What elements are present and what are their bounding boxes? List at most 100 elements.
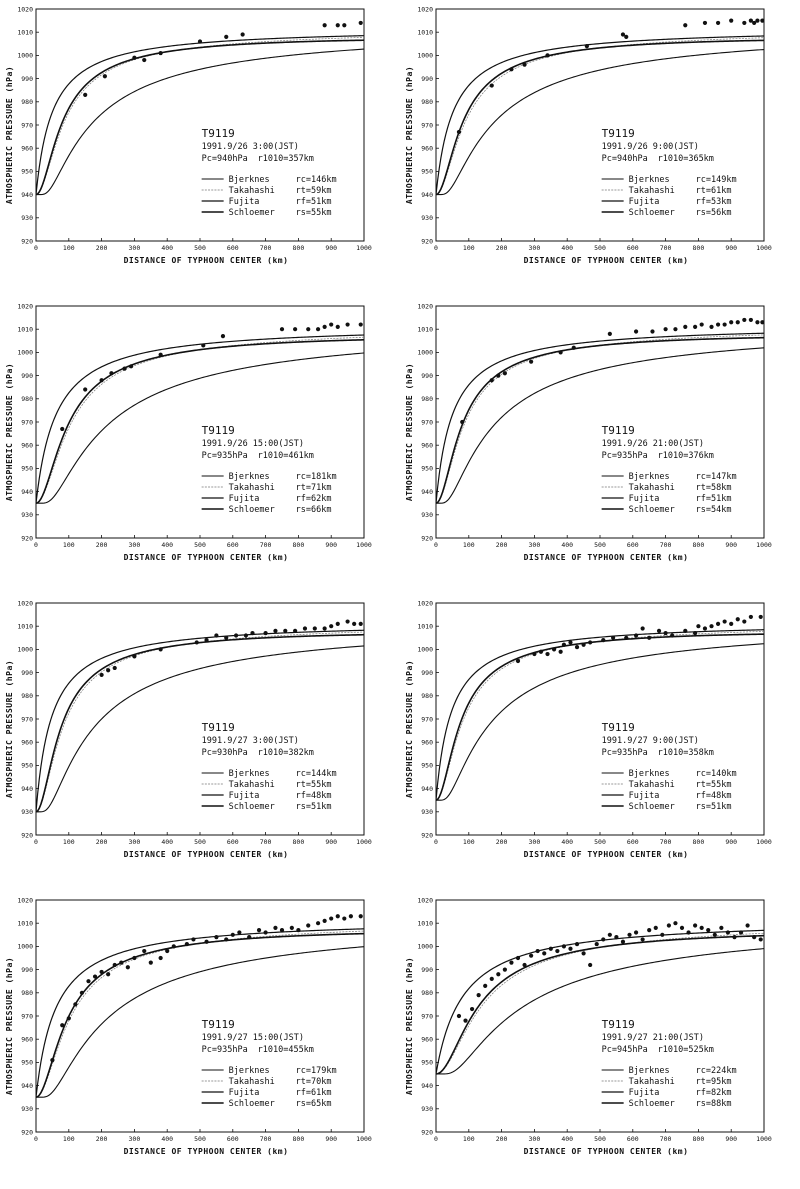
observation-point	[358, 20, 363, 26]
observation-point	[469, 1006, 475, 1012]
observation-point	[742, 20, 747, 26]
x-tick-label: 700	[660, 838, 672, 846]
model-curve-bjerknes	[436, 347, 764, 504]
legend-radius: rc=224km	[696, 1066, 737, 1076]
observation-point	[542, 951, 547, 956]
y-tick-label: 920	[21, 831, 33, 839]
observation-point	[496, 972, 501, 977]
x-tick-label: 900	[725, 1135, 737, 1143]
observation-point	[142, 948, 147, 954]
legend-radius: rs=65km	[296, 1099, 332, 1109]
y-tick-label: 940	[421, 785, 433, 793]
observation-point	[683, 324, 688, 329]
model-curve-schloemer	[436, 39, 764, 196]
model-curve-fujita	[36, 334, 364, 504]
observation-point	[233, 633, 239, 638]
legend-radius: rc=179km	[296, 1066, 337, 1076]
observation-point	[679, 925, 685, 930]
observation-point	[663, 327, 668, 332]
y-tick-label: 930	[421, 214, 433, 222]
plot-area	[36, 20, 364, 196]
legend-label: Takahashi	[229, 186, 275, 196]
observation-point	[463, 1018, 468, 1023]
observation-point	[633, 930, 639, 935]
y-tick-label: 950	[21, 168, 33, 176]
observation-point	[735, 320, 740, 325]
y-tick-label: 970	[421, 121, 433, 129]
model-curve-schloemer	[436, 934, 764, 1075]
legend-radius: rf=51km	[296, 197, 332, 207]
observation-point	[335, 324, 340, 329]
x-tick-label: 700	[660, 1135, 672, 1143]
observation-point	[545, 53, 550, 58]
x-tick-label: 700	[660, 541, 672, 549]
observation-point	[647, 928, 652, 933]
legend-radius: rf=51km	[696, 494, 732, 504]
x-tick-label: 400	[161, 244, 173, 252]
observation-point	[79, 990, 85, 995]
radius-1010: r1010=461km	[258, 451, 314, 461]
y-tick-label: 1010	[17, 326, 33, 334]
legend-label: Bjerknes	[629, 175, 670, 185]
y-tick-label: 1010	[417, 920, 433, 928]
y-tick-label: 940	[21, 488, 33, 496]
model-curve-bjerknes	[36, 352, 364, 504]
x-tick-label: 100	[463, 838, 475, 846]
observation-point	[60, 426, 65, 432]
central-pressure: Pc=940hPa	[602, 154, 648, 164]
x-axis-label: DISTANCE OF TYPHOON CENTER (km)	[524, 1147, 689, 1156]
observation-point	[620, 32, 626, 37]
model-curve-schloemer	[36, 339, 364, 504]
y-tick-label: 980	[421, 692, 433, 700]
legend-radius: rs=55km	[296, 208, 332, 218]
observation-point	[237, 930, 242, 935]
y-tick-label: 1010	[417, 623, 433, 631]
y-tick-label: 1020	[17, 896, 33, 904]
y-axis-label: ATMOSPHERIC PRESSURE (hPa)	[405, 66, 414, 204]
x-tick-label: 1000	[356, 541, 372, 549]
model-curve-schloemer	[36, 39, 364, 196]
observation-point	[663, 631, 668, 636]
legend-label: Bjerknes	[629, 769, 670, 779]
observation-point	[532, 651, 537, 657]
observation-point	[509, 960, 514, 965]
legend-radius: rt=55km	[296, 780, 332, 790]
observation-point	[342, 916, 347, 921]
x-tick-label: 600	[627, 244, 639, 252]
legend-radius: rs=51km	[296, 802, 332, 812]
legend-label: Takahashi	[629, 1077, 675, 1087]
x-tick-label: 700	[260, 838, 272, 846]
y-tick-label: 920	[21, 237, 33, 245]
observation-point	[601, 937, 606, 942]
x-tick-label: 600	[227, 541, 239, 549]
model-curve-fujita	[436, 35, 764, 195]
observation-point	[250, 631, 255, 636]
legend-radius: rt=59km	[296, 186, 332, 196]
y-tick-label: 930	[21, 1105, 33, 1113]
x-tick-label: 900	[325, 838, 337, 846]
observation-point	[240, 32, 245, 37]
observation-point	[742, 619, 747, 624]
plot-area	[36, 322, 364, 504]
x-tick-label: 900	[325, 1135, 337, 1143]
observation-point	[165, 948, 170, 954]
legend-label: Schloemer	[629, 208, 675, 218]
x-axis-label: DISTANCE OF TYPHOON CENTER (km)	[124, 553, 289, 562]
observation-point	[109, 371, 114, 376]
y-tick-label: 960	[421, 442, 433, 450]
y-tick-label: 1010	[417, 326, 433, 334]
chart-svg: 920 930 940 950 960 970 980 990 1000 1010 1020 0 100…	[405, 599, 772, 859]
observation-point	[263, 631, 268, 636]
observation-point	[306, 923, 311, 928]
x-tick-label: 900	[725, 541, 737, 549]
plot-area	[36, 619, 364, 813]
legend-radius: rf=48km	[696, 791, 732, 801]
observation-point	[548, 946, 553, 951]
legend-label: Schloemer	[629, 802, 675, 812]
chart-svg: 920 930 940 950 960 970 980 990 1000 1010 1020 0 100…	[5, 5, 372, 265]
chart-svg: 920 930 940 950 960 970 980 990 1000 1010 1020 0 100…	[5, 599, 372, 859]
legend-radius: rs=51km	[696, 802, 732, 812]
observation-point	[693, 923, 698, 928]
observation-point	[686, 930, 691, 935]
observation-point	[683, 23, 688, 28]
